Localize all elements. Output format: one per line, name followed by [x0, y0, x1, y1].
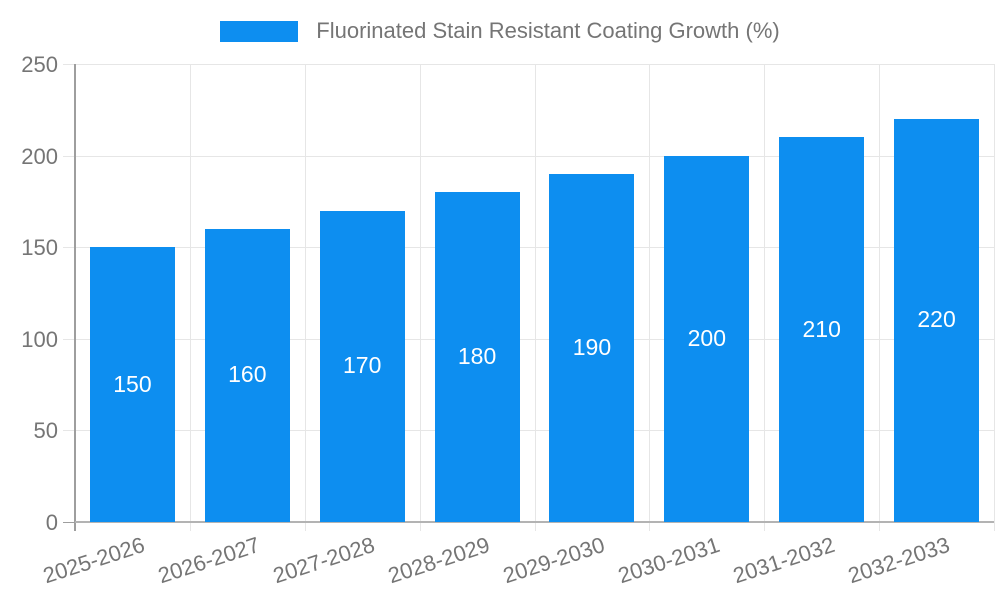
v-gridline — [189, 64, 191, 531]
h-gridline — [63, 338, 994, 340]
v-gridline — [764, 64, 766, 531]
bar[interactable] — [319, 210, 405, 522]
v-gridline — [994, 64, 995, 531]
h-gridline — [63, 155, 994, 157]
bar[interactable] — [89, 247, 175, 522]
v-gridline — [649, 64, 651, 531]
y-tick-label: 200 — [21, 143, 58, 169]
bar[interactable] — [434, 192, 520, 522]
y-tick-label: 250 — [21, 52, 58, 77]
v-gridline — [534, 64, 536, 531]
v-gridline — [304, 64, 306, 531]
y-tick-label: 50 — [33, 418, 58, 444]
h-gridline — [63, 247, 994, 249]
bar[interactable] — [894, 118, 980, 522]
h-gridline — [63, 430, 994, 432]
x-axis-line — [75, 521, 994, 523]
bar[interactable] — [779, 137, 865, 522]
y-tick-label: 150 — [21, 235, 58, 261]
bar[interactable] — [664, 155, 750, 522]
y-axis-line — [74, 64, 76, 531]
y-tick-label: 0 — [45, 510, 58, 535]
y-tick-label: 100 — [21, 326, 58, 352]
v-gridline — [419, 64, 421, 531]
v-gridline — [879, 64, 881, 531]
legend-label: Fluorinated Stain Resistant Coating Grow… — [316, 18, 780, 43]
zero-tick — [63, 522, 75, 523]
bar[interactable] — [549, 173, 635, 522]
legend[interactable]: Fluorinated Stain Resistant Coating Grow… — [0, 18, 1000, 44]
legend-swatch — [220, 20, 299, 42]
h-gridline — [63, 64, 994, 65]
bar[interactable] — [204, 228, 290, 522]
